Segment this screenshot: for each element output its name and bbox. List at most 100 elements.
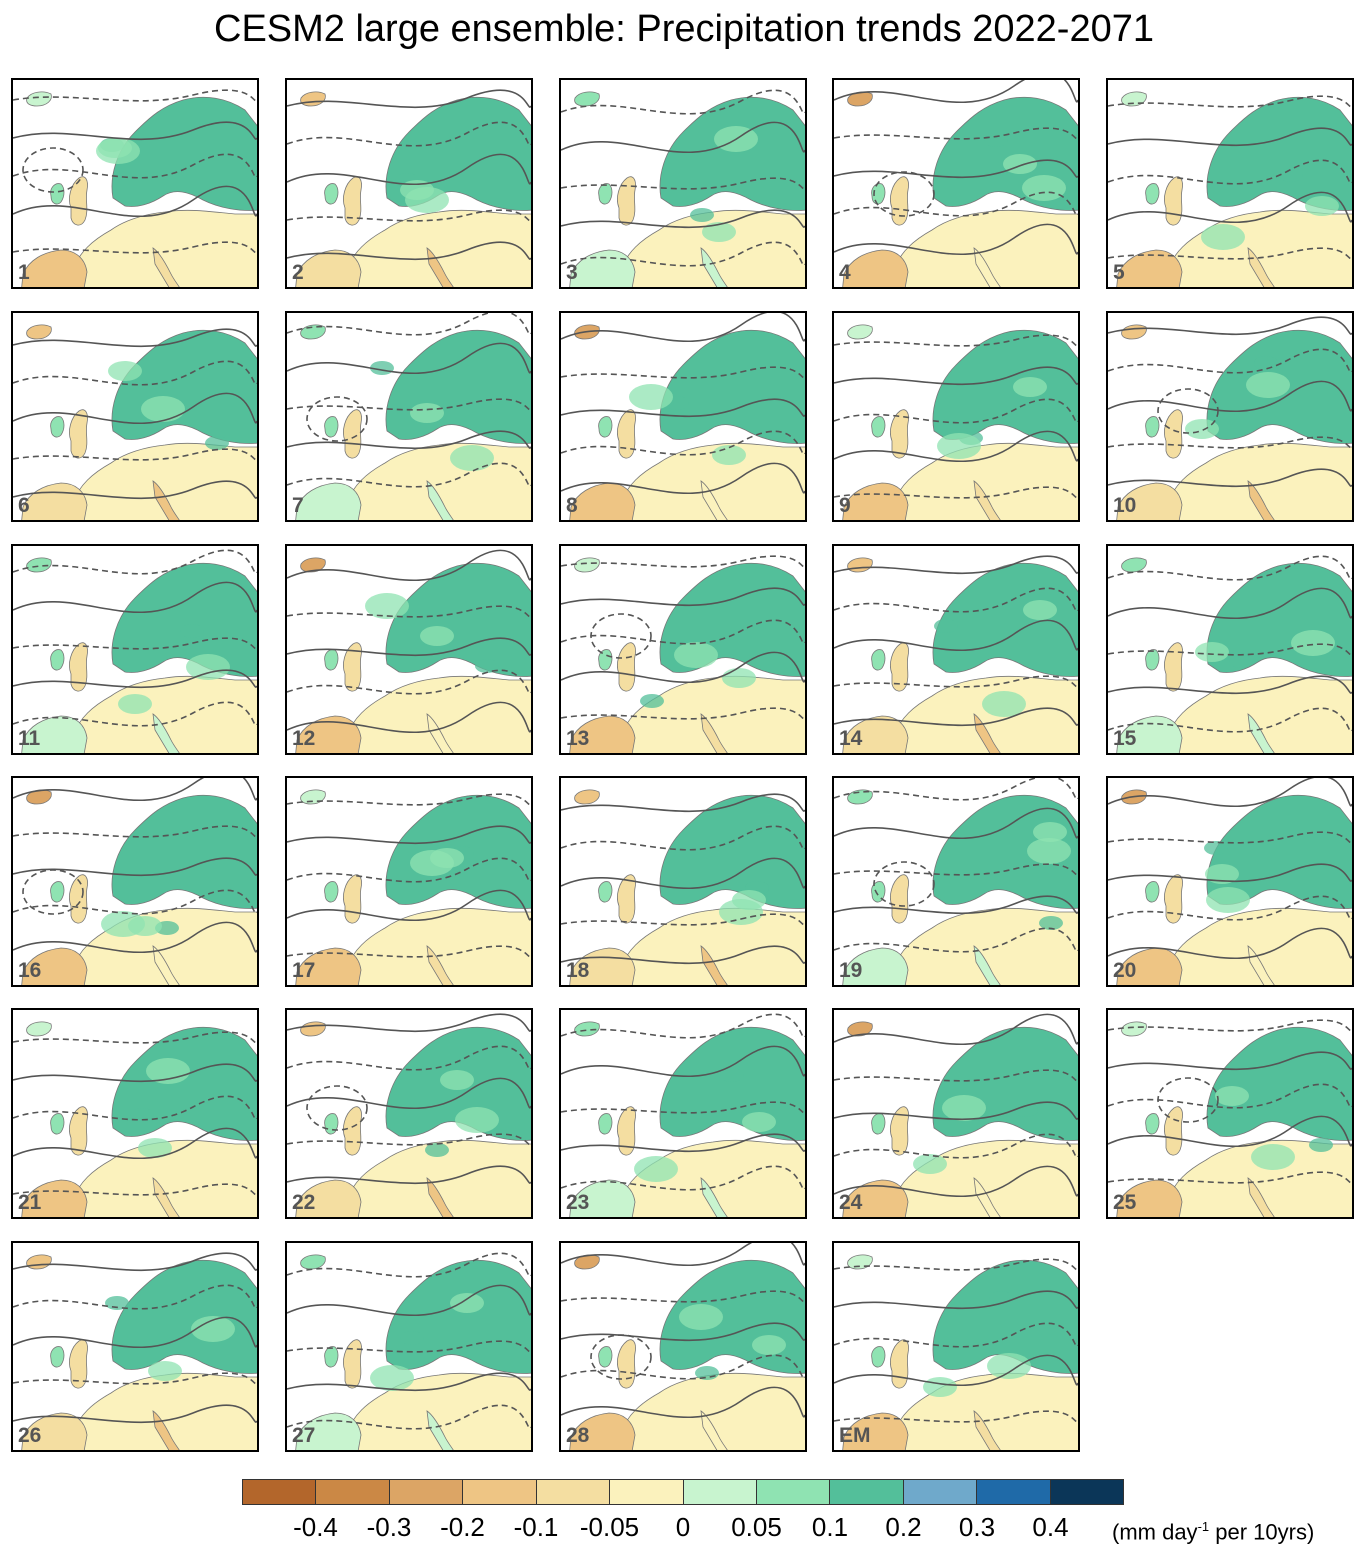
- trend-region: [146, 1058, 190, 1084]
- trend-region: [420, 626, 454, 646]
- colorbar-tick-label: 0.4: [1032, 1512, 1069, 1542]
- pressure-contour: [834, 1069, 1078, 1082]
- land-britain: [617, 642, 636, 692]
- map-panel: 22: [285, 1008, 533, 1219]
- europe-map: [1108, 778, 1352, 985]
- panel-label: 19: [839, 959, 863, 982]
- land-continent: [66, 209, 257, 287]
- europe-map: [561, 89, 805, 287]
- land-continent: [887, 1372, 1078, 1450]
- map-panel: 2: [285, 78, 533, 289]
- europe-map: [13, 89, 257, 287]
- land-iberia: [1116, 715, 1183, 753]
- colorbar-swatch: [316, 1480, 390, 1504]
- pressure-contour: [1108, 1115, 1352, 1147]
- pressure-contour: [287, 153, 531, 185]
- trend-region: [1291, 630, 1335, 656]
- pressure-contour: [287, 549, 531, 581]
- pressure-contour: [287, 701, 531, 733]
- europe-map: [287, 1252, 531, 1450]
- figure-title: CESM2 large ensemble: Precipitation tren…: [214, 8, 1154, 50]
- trend-region: [987, 1353, 1031, 1379]
- pressure-contour: [561, 945, 805, 965]
- panel-label: 8: [566, 494, 578, 517]
- land-scandinavia: [932, 1259, 1078, 1374]
- pressure-contour: [1108, 707, 1352, 733]
- land-continent: [614, 209, 805, 287]
- pressure-contour: [834, 1258, 1078, 1271]
- land-italy: [973, 1177, 1001, 1217]
- pressure-contour: [13, 89, 257, 102]
- trend-region: [148, 1361, 182, 1381]
- europe-map: [13, 549, 257, 753]
- trend-region: [937, 433, 981, 459]
- land-iberia: [569, 715, 636, 753]
- land-britain: [617, 1339, 636, 1389]
- pressure-contour: [287, 945, 531, 958]
- trend-region: [1206, 887, 1250, 913]
- colorbar-tick-label: -0.1: [513, 1512, 559, 1542]
- pressure-contour: [13, 778, 257, 801]
- land-britain: [1164, 176, 1183, 226]
- land-ireland: [871, 1346, 886, 1368]
- europe-map: [561, 555, 805, 753]
- panel-label: 17: [292, 959, 316, 982]
- europe-map: [561, 1013, 805, 1217]
- land-iberia: [21, 1179, 88, 1217]
- pressure-contour: [13, 241, 257, 254]
- pressure-contour: [834, 1013, 1078, 1045]
- pressure-contour: [287, 89, 531, 109]
- land-ireland: [50, 183, 65, 205]
- pressure-contour: [873, 171, 935, 217]
- panel-label: 16: [18, 959, 42, 982]
- land-iberia: [842, 1412, 909, 1450]
- trend-region: [475, 659, 499, 673]
- panel-label: 14: [839, 727, 863, 750]
- pressure-contour: [561, 1013, 805, 1039]
- trend-region: [1229, 654, 1253, 668]
- land-britain: [1164, 874, 1183, 924]
- colorbar-swatch: [830, 1480, 904, 1504]
- map-panel: 1: [11, 78, 259, 289]
- land-scandinavia: [659, 794, 805, 909]
- panel-label: EM: [839, 1424, 871, 1447]
- land-continent: [66, 675, 257, 753]
- land-ireland: [324, 183, 339, 205]
- pressure-contour: [13, 328, 257, 348]
- pressure-contour: [834, 807, 1078, 839]
- land-ireland: [871, 649, 886, 671]
- land-continent: [1161, 442, 1352, 520]
- map-panel: 10: [1106, 311, 1354, 522]
- land-iceland: [574, 1021, 600, 1037]
- pressure-contour: [1157, 388, 1219, 434]
- land-britain: [69, 642, 88, 692]
- pressure-contour: [561, 1243, 805, 1266]
- panel-label: 5: [1113, 261, 1125, 284]
- pressure-contour: [13, 448, 257, 461]
- land-scandinavia: [385, 329, 531, 444]
- trend-region: [1279, 168, 1303, 182]
- land-continent: [1161, 675, 1352, 753]
- pressure-contour: [834, 398, 1078, 424]
- land-continent: [614, 907, 805, 985]
- land-iceland: [847, 1021, 873, 1037]
- trend-region: [400, 1331, 424, 1345]
- panel-label: 9: [839, 494, 851, 517]
- land-ireland: [1145, 881, 1160, 903]
- land-britain: [890, 642, 909, 692]
- trend-region: [105, 1296, 129, 1310]
- pressure-contour: [306, 1085, 368, 1131]
- land-scandinavia: [1206, 1026, 1352, 1141]
- trend-region: [674, 642, 718, 668]
- pressure-contour: [13, 857, 257, 877]
- panel-label: 11: [18, 727, 41, 750]
- trend-region: [205, 436, 229, 450]
- pressure-contour: [834, 675, 1078, 688]
- land-ireland: [871, 183, 886, 205]
- map-panel: 11: [11, 544, 259, 755]
- land-iberia: [295, 947, 362, 985]
- map-panel: 19: [832, 776, 1080, 987]
- trend-region: [640, 694, 664, 708]
- colorbar-tick-label: -0.05: [579, 1512, 640, 1542]
- land-iceland: [847, 324, 873, 340]
